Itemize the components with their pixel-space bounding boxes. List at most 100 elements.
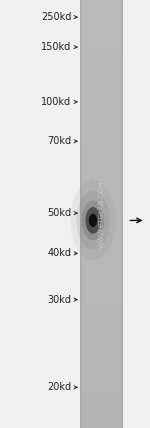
Bar <box>80 215 123 217</box>
Bar <box>80 350 123 351</box>
Bar <box>80 415 123 416</box>
Bar <box>80 334 123 335</box>
Bar <box>80 114 123 116</box>
Bar <box>80 295 123 297</box>
Bar <box>80 107 123 108</box>
Bar <box>80 12 123 13</box>
Bar <box>80 197 123 198</box>
Bar <box>80 270 123 271</box>
Bar <box>80 190 123 191</box>
Bar <box>80 0 82 428</box>
Bar <box>80 414 123 415</box>
Bar <box>80 44 123 46</box>
Bar <box>80 204 123 205</box>
Bar <box>80 146 123 147</box>
Bar <box>80 143 123 144</box>
Bar <box>80 328 123 330</box>
Bar <box>80 386 123 388</box>
Bar <box>80 166 123 167</box>
Bar <box>80 191 123 193</box>
Bar <box>80 291 123 292</box>
Bar <box>80 83 123 84</box>
Bar <box>80 144 123 146</box>
Bar <box>80 202 123 204</box>
Bar <box>80 30 123 31</box>
Bar <box>80 250 123 251</box>
Bar <box>80 277 123 278</box>
Text: 150kd: 150kd <box>41 42 71 52</box>
Bar <box>80 101 123 103</box>
Bar <box>80 141 123 143</box>
Bar <box>80 153 123 154</box>
Bar <box>80 147 123 149</box>
Bar <box>80 196 123 197</box>
Bar <box>80 23 123 24</box>
Bar <box>80 304 123 305</box>
Bar <box>80 300 123 301</box>
Bar <box>80 309 123 311</box>
Bar <box>80 78 123 80</box>
Bar <box>80 245 123 247</box>
Bar <box>80 80 123 81</box>
Bar <box>80 402 123 404</box>
Bar <box>80 218 123 220</box>
Bar <box>80 18 123 20</box>
Bar <box>80 54 123 56</box>
Bar <box>80 285 123 287</box>
Bar <box>80 288 123 290</box>
Bar <box>80 93 123 94</box>
Bar <box>80 221 123 223</box>
Bar <box>80 24 123 26</box>
Bar <box>80 71 123 73</box>
Bar <box>80 424 123 425</box>
Bar <box>80 230 123 231</box>
Bar <box>80 104 123 106</box>
Bar <box>80 231 123 232</box>
Bar <box>80 149 123 150</box>
Bar <box>80 273 123 274</box>
Bar <box>80 111 123 113</box>
Bar <box>80 391 123 392</box>
Bar <box>80 17 123 18</box>
Bar <box>80 21 123 23</box>
Bar <box>80 94 123 95</box>
Text: 40kd: 40kd <box>47 248 71 259</box>
Bar <box>80 363 123 364</box>
Bar <box>80 170 123 171</box>
Bar <box>80 36 123 37</box>
Bar <box>80 335 123 337</box>
Bar <box>80 157 123 158</box>
Bar <box>80 287 123 288</box>
Bar <box>80 352 123 354</box>
Bar <box>80 378 123 380</box>
Bar <box>80 312 123 314</box>
Bar <box>80 97 123 98</box>
Ellipse shape <box>70 180 116 261</box>
Bar <box>80 91 123 93</box>
Bar <box>80 127 123 128</box>
Bar <box>80 43 123 44</box>
Bar <box>80 355 123 357</box>
Bar <box>80 51 123 53</box>
Bar <box>80 106 123 107</box>
Bar <box>80 180 123 181</box>
Bar <box>80 345 123 347</box>
Bar <box>80 131 123 133</box>
Bar <box>80 294 123 295</box>
Bar <box>80 121 123 123</box>
Bar <box>80 275 123 277</box>
Bar <box>0 0 80 428</box>
Bar <box>121 0 123 428</box>
Ellipse shape <box>85 207 100 234</box>
Bar <box>80 240 123 241</box>
Bar <box>80 419 123 421</box>
Bar <box>80 412 123 414</box>
Bar <box>80 178 123 180</box>
Bar <box>80 181 123 183</box>
Bar <box>80 371 123 372</box>
Bar <box>80 134 123 136</box>
Bar <box>80 160 123 161</box>
Bar <box>80 193 123 194</box>
Bar <box>80 9 123 10</box>
Bar <box>80 351 123 352</box>
